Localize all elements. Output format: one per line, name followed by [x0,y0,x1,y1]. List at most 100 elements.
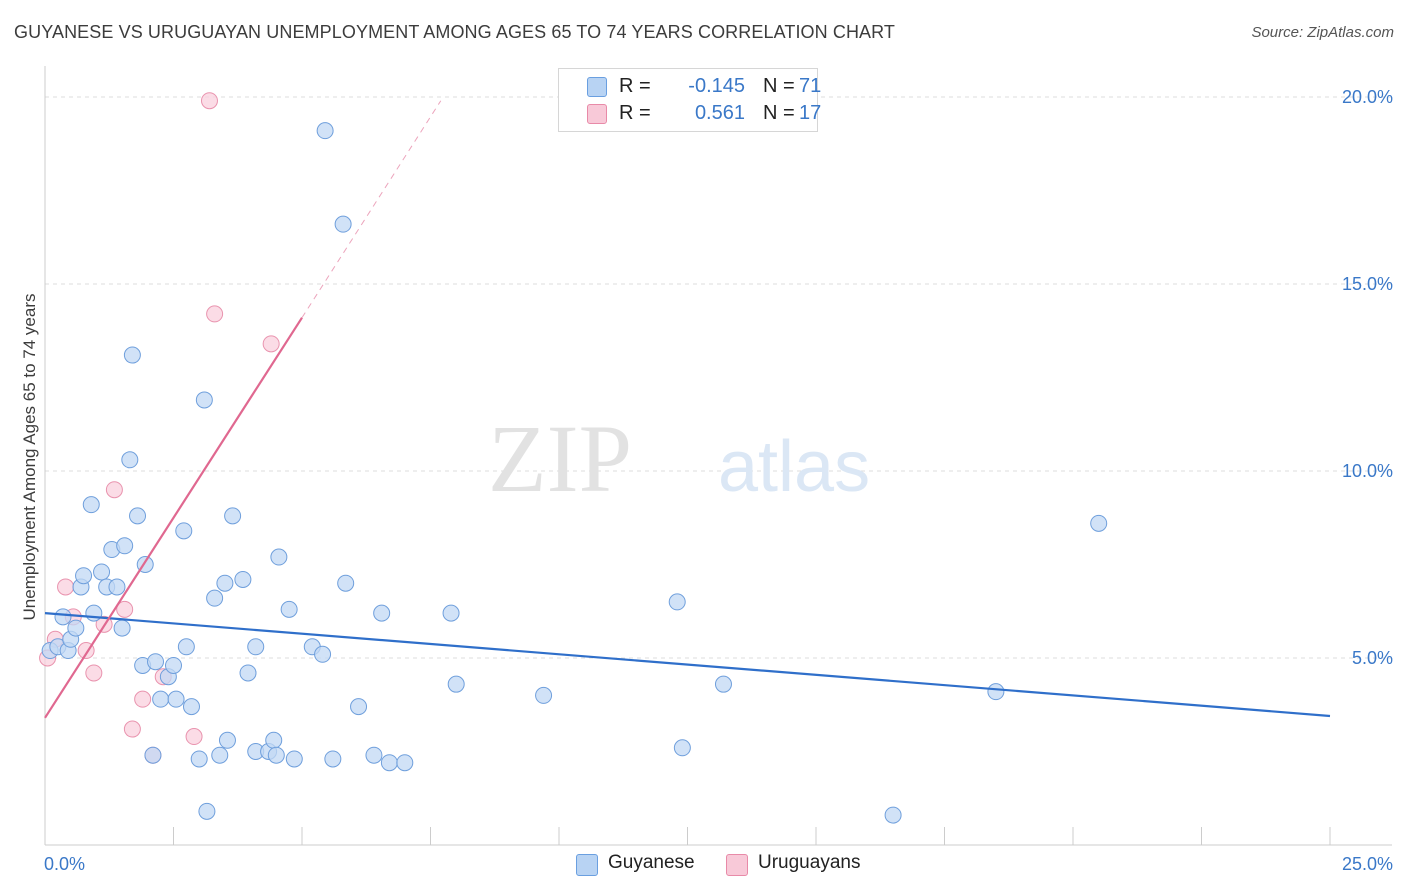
point-guyanese [144,746,162,764]
point-uruguayans [262,335,280,353]
point-guyanese [177,638,195,656]
point-uruguayans [134,690,152,708]
y-tick-label: 10.0% [1342,461,1393,481]
y-tick-label: 15.0% [1342,274,1393,294]
point-guyanese [714,675,732,693]
bottom-legend-swatch-uruguayans [726,854,748,876]
x-tick-label: 0.0% [44,854,85,874]
legend-n-value: 17 [799,102,822,124]
gridlines [45,96,1392,659]
point-guyanese [54,608,72,626]
point-guyanese [116,537,134,555]
legend-n-label: N = [763,102,795,124]
trend-line-uruguayans [44,317,303,719]
source-label: Source: ZipAtlas.com [1251,24,1394,41]
stats-legend: R = -0.145 N = 71 R = 0.561 N = 17 [558,68,822,132]
point-guyanese [884,806,902,824]
point-guyanese [152,690,170,708]
point-uruguayans [57,578,75,596]
point-guyanese [373,604,391,622]
point-guyanese [129,507,147,525]
point-guyanese [380,754,398,772]
point-guyanese [195,391,213,409]
legend-swatch-uruguayans [587,104,607,124]
tick-labels: 5.0% 10.0% 15.0% 20.0% 0.0% 25.0% [44,87,1393,874]
x-tick-label: 25.0% [1342,854,1393,874]
point-guyanese [447,675,465,693]
point-guyanese [324,750,342,768]
point-guyanese [1090,514,1108,532]
trend-lines [44,100,1331,719]
point-guyanese [350,698,368,716]
point-guyanese [85,604,103,622]
axes [44,66,1392,846]
point-uruguayans [123,720,141,738]
watermark-zip: ZIP [488,405,632,512]
point-guyanese [165,656,182,674]
legend-swatch-guyanese [587,77,607,97]
y-tick-label: 20.0% [1342,87,1393,107]
point-guyanese [82,496,100,514]
point-uruguayans [116,600,134,618]
point-guyanese [365,746,383,764]
watermark-atlas: atlas [718,427,870,507]
point-guyanese [167,690,185,708]
point-guyanese [987,683,1005,701]
y-axis-label: Unemployment Among Ages 65 to 74 years [20,293,39,621]
point-guyanese [218,731,236,749]
point-uruguayans [206,305,224,323]
point-guyanese [285,750,303,768]
point-guyanese [198,802,216,820]
point-guyanese [216,574,234,592]
bottom-legend-label-guyanese: Guyanese [608,852,695,873]
point-guyanese [175,522,193,540]
point-uruguayans [85,664,103,682]
point-guyanese [147,653,165,671]
point-guyanese [270,548,288,566]
point-guyanese [535,686,553,704]
point-guyanese [442,604,460,622]
point-guyanese [396,754,414,772]
point-guyanese [247,638,265,656]
point-guyanese [113,619,131,637]
bottom-legend-label-uruguayans: Uruguayans [758,852,861,873]
legend-r-value: 0.561 [694,102,745,124]
point-guyanese [673,739,691,757]
point-guyanese [314,645,332,663]
point-guyanese [211,746,229,764]
point-guyanese [334,215,352,233]
point-guyanese [206,589,224,607]
point-guyanese [265,731,283,749]
y-tick-label: 5.0% [1352,648,1393,668]
point-guyanese [668,593,686,611]
point-guyanese [190,750,208,768]
trend-line-uruguayans-extension [301,100,442,318]
point-guyanese [123,346,141,364]
trend-line-guyanese [44,612,1331,718]
point-uruguayans [105,481,123,499]
point-guyanese [108,578,126,596]
point-guyanese [239,664,257,682]
point-guyanese [234,570,252,588]
point-guyanese [337,574,355,592]
point-guyanese [267,746,285,764]
legend-r-value: -0.145 [688,75,745,97]
point-guyanese [224,507,242,525]
point-guyanese [280,600,298,618]
point-guyanese [316,122,334,140]
legend-n-label: N = [763,75,795,97]
blue-points [41,122,1108,824]
chart-title: GUYANESE VS URUGUAYAN UNEMPLOYMENT AMONG… [14,22,896,42]
point-guyanese [93,563,111,581]
point-uruguayans [185,728,203,746]
point-guyanese [67,619,85,637]
bottom-legend-swatch-guyanese [576,854,598,876]
point-uruguayans [200,92,218,110]
legend-r-label: R = [619,102,651,124]
legend-n-value: 71 [799,75,822,97]
legend-r-label: R = [619,75,651,97]
point-guyanese [121,451,139,469]
watermark: ZIP atlas [488,405,870,512]
point-guyanese [75,567,93,585]
